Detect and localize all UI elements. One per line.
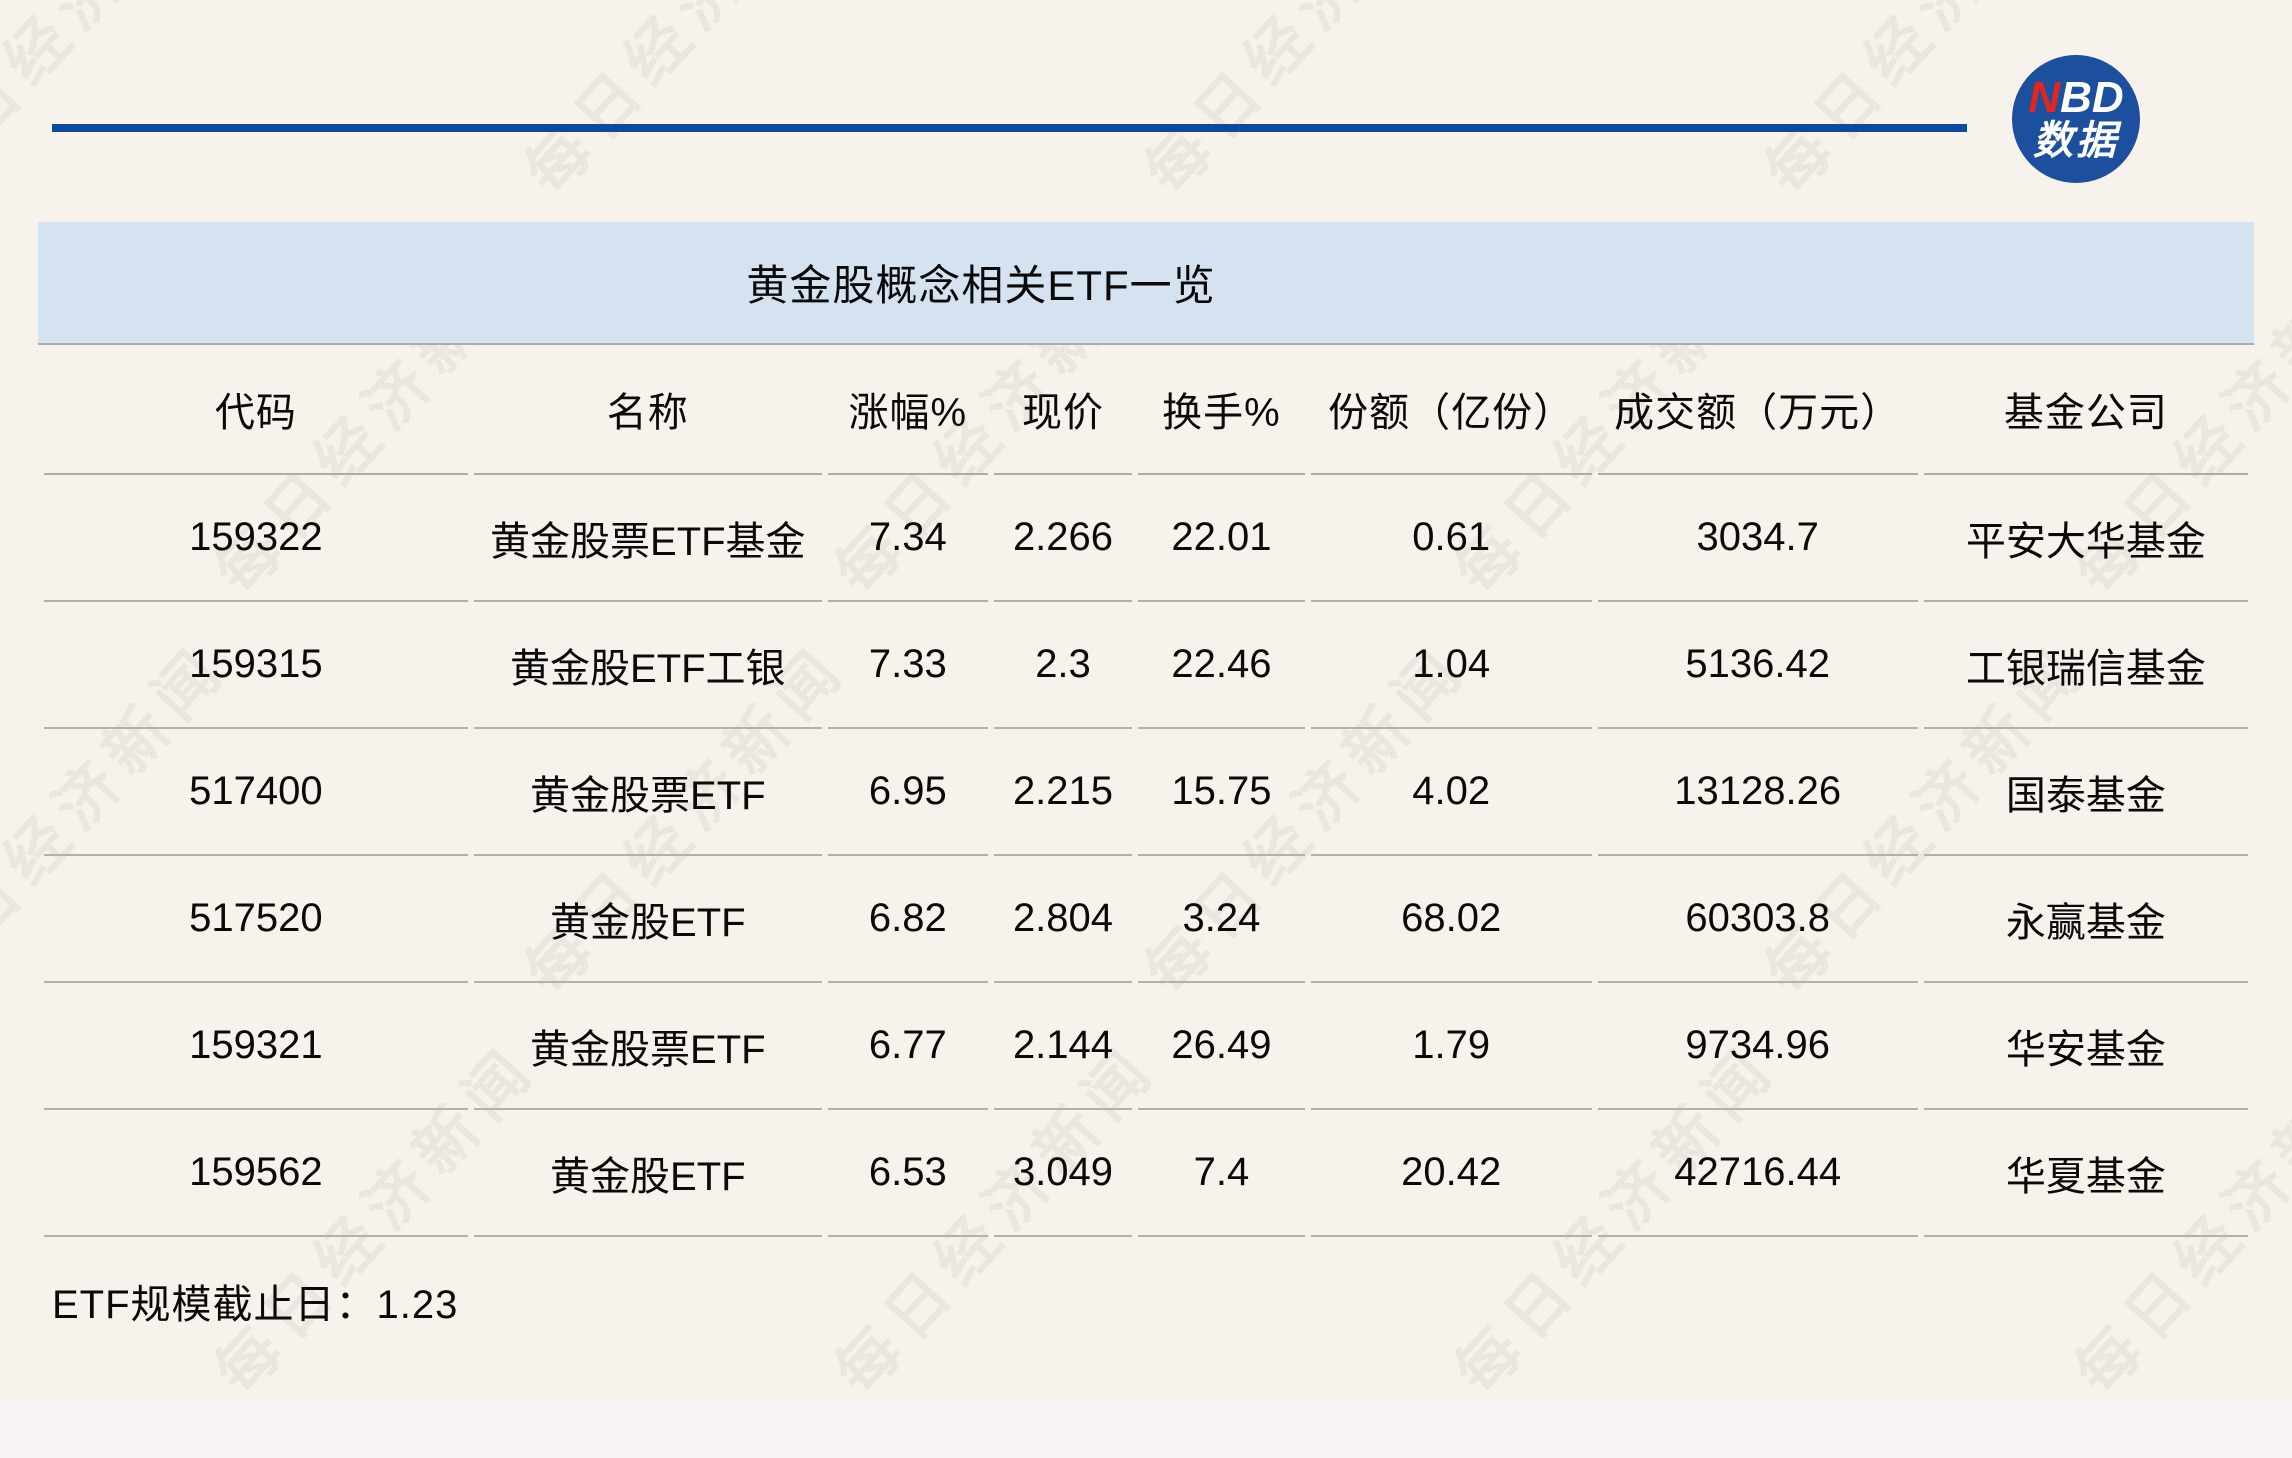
table-cell: 7.4: [1138, 1110, 1305, 1237]
table-cell: 黄金股票ETF: [473, 729, 822, 856]
table-cell: 159562: [44, 1110, 468, 1237]
table-cell: 0.61: [1310, 475, 1592, 602]
table-cell: 20.42: [1310, 1110, 1592, 1237]
table-cell: 13128.26: [1597, 729, 1918, 856]
table-cell: 华夏基金: [1923, 1110, 2248, 1237]
table-cell: 6.95: [827, 729, 988, 856]
watermark-text: 每日经济新闻: [1132, 0, 1482, 208]
table-cell: 1.04: [1310, 602, 1592, 729]
watermark-text: 每日经济新闻: [0, 0, 242, 208]
col-header-change-pct: 涨幅%: [827, 345, 988, 475]
table-cell: 2.804: [993, 856, 1133, 983]
table-cell: 国泰基金: [1923, 729, 2248, 856]
bottom-strip: [0, 1400, 2292, 1458]
col-header-volume: 成交额（万元）: [1597, 345, 1918, 475]
table-cell: 平安大华基金: [1923, 475, 2248, 602]
nbd-logo-letter-n: N: [2028, 73, 2061, 123]
table-cell: 159322: [44, 475, 468, 602]
table-cell: 黄金股ETF: [473, 856, 822, 983]
table-cell: 517400: [44, 729, 468, 856]
table-cell: 工银瑞信基金: [1923, 602, 2248, 729]
col-header-price: 现价: [993, 345, 1133, 475]
nbd-logo: NBD 数据: [2012, 55, 2140, 183]
table-row: 159562 黄金股ETF 6.53 3.049 7.4 20.42 42716.44 华夏基…: [44, 1110, 2248, 1237]
table-cell: 2.215: [993, 729, 1133, 856]
table-cell: 3.049: [993, 1110, 1133, 1237]
table-panel: 黄金股概念相关ETF一览 代码 名称 涨幅% 现价 换手% 份额（亿份） 成交额…: [38, 222, 2254, 1237]
table-cell: 2.266: [993, 475, 1133, 602]
table-cell: 9734.96: [1597, 983, 1918, 1110]
table-cell: 22.01: [1138, 475, 1305, 602]
watermark-text: 每日经济新闻: [512, 0, 862, 208]
nbd-logo-letters-bd: BD: [2060, 73, 2124, 123]
table-cell: 6.82: [827, 856, 988, 983]
footnote: ETF规模截止日：1.23: [52, 1283, 459, 1327]
table-cell: 永赢基金: [1923, 856, 2248, 983]
table-cell: 华安基金: [1923, 983, 2248, 1110]
table-cell: 黄金股ETF: [473, 1110, 822, 1237]
table-cell: 159315: [44, 602, 468, 729]
table-cell: 22.46: [1138, 602, 1305, 729]
col-header-code: 代码: [44, 345, 468, 475]
table-body: 159322 黄金股票ETF基金 7.34 2.266 22.01 0.61 3034.7 平…: [44, 475, 2248, 1237]
table-cell: 7.33: [827, 602, 988, 729]
table-cell: 黄金股票ETF基金: [473, 475, 822, 602]
table-cell: 7.34: [827, 475, 988, 602]
table-cell: 4.02: [1310, 729, 1592, 856]
table-cell: 黄金股ETF工银: [473, 602, 822, 729]
table-cell: 2.144: [993, 983, 1133, 1110]
table-cell: 2.3: [993, 602, 1133, 729]
nbd-logo-subtitle: 数据: [2033, 119, 2119, 164]
table-cell: 26.49: [1138, 983, 1305, 1110]
col-header-turnover-pct: 换手%: [1138, 345, 1305, 475]
etf-table: 代码 名称 涨幅% 现价 换手% 份额（亿份） 成交额（万元） 基金公司 159…: [38, 345, 2254, 1237]
table-cell: 42716.44: [1597, 1110, 1918, 1237]
table-cell: 1.79: [1310, 983, 1592, 1110]
col-header-shares: 份额（亿份）: [1310, 345, 1592, 475]
table-cell: 6.53: [827, 1110, 988, 1237]
top-divider-rule: [52, 124, 1967, 132]
table-row: 159322 黄金股票ETF基金 7.34 2.266 22.01 0.61 3034.7 平…: [44, 475, 2248, 602]
table-cell: 517520: [44, 856, 468, 983]
table-cell: 60303.8: [1597, 856, 1918, 983]
table-cell: 68.02: [1310, 856, 1592, 983]
table-cell: 6.77: [827, 983, 988, 1110]
table-title-band: 黄金股概念相关ETF一览: [38, 222, 2254, 345]
col-header-name: 名称: [473, 345, 822, 475]
table-cell: 15.75: [1138, 729, 1305, 856]
table-cell: 3.24: [1138, 856, 1305, 983]
table-row: 159321 黄金股票ETF 6.77 2.144 26.49 1.79 9734.96 华安…: [44, 983, 2248, 1110]
table-title: 黄金股概念相关ETF一览: [746, 262, 1216, 309]
table-row: 517400 黄金股票ETF 6.95 2.215 15.75 4.02 13128.26 国…: [44, 729, 2248, 856]
nbd-logo-text: NBD: [2028, 75, 2123, 121]
table-header-row: 代码 名称 涨幅% 现价 换手% 份额（亿份） 成交额（万元） 基金公司: [44, 345, 2248, 475]
col-header-fund-company: 基金公司: [1923, 345, 2248, 475]
table-cell: 3034.7: [1597, 475, 1918, 602]
table-cell: 159321: [44, 983, 468, 1110]
table-row: 159315 黄金股ETF工银 7.33 2.3 22.46 1.04 5136.42 工银瑞…: [44, 602, 2248, 729]
table-cell: 5136.42: [1597, 602, 1918, 729]
table-cell: 黄金股票ETF: [473, 983, 822, 1110]
table-row: 517520 黄金股ETF 6.82 2.804 3.24 68.02 60303.8 永赢基…: [44, 856, 2248, 983]
